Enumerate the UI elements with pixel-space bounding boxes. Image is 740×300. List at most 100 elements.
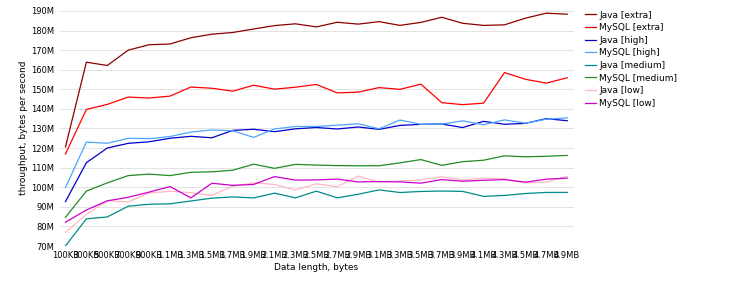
- MySQL [medium]: [563, 154, 572, 157]
- MySQL [medium]: [354, 164, 363, 168]
- MySQL [extra]: [249, 83, 258, 87]
- MySQL [low]: [480, 178, 488, 182]
- MySQL [high]: [124, 136, 132, 140]
- MySQL [high]: [291, 125, 300, 128]
- X-axis label: Data length, bytes: Data length, bytes: [275, 262, 358, 272]
- Java [extra]: [82, 60, 91, 64]
- Java [high]: [124, 142, 132, 145]
- MySQL [medium]: [437, 164, 446, 167]
- Java [low]: [186, 191, 195, 194]
- MySQL [extra]: [458, 103, 467, 106]
- MySQL [extra]: [396, 88, 405, 91]
- Java [extra]: [480, 24, 488, 27]
- Java [high]: [417, 122, 425, 126]
- Java [medium]: [542, 190, 551, 194]
- MySQL [high]: [333, 123, 342, 127]
- Java [medium]: [186, 199, 195, 203]
- Java [extra]: [291, 22, 300, 26]
- Java [medium]: [228, 195, 237, 199]
- Line: Java [high]: Java [high]: [65, 118, 568, 202]
- Java [high]: [228, 129, 237, 132]
- Java [medium]: [500, 194, 509, 197]
- MySQL [low]: [437, 178, 446, 181]
- MySQL [medium]: [166, 174, 175, 177]
- Java [medium]: [333, 196, 342, 200]
- MySQL [high]: [207, 128, 216, 132]
- MySQL [medium]: [374, 164, 383, 167]
- MySQL [medium]: [249, 162, 258, 166]
- Java [extra]: [500, 23, 509, 27]
- Java [high]: [458, 126, 467, 129]
- Java [low]: [291, 188, 300, 192]
- Java [medium]: [291, 196, 300, 200]
- MySQL [medium]: [291, 163, 300, 166]
- MySQL [extra]: [270, 87, 279, 91]
- Java [high]: [207, 136, 216, 140]
- Java [extra]: [124, 48, 132, 52]
- Java [extra]: [333, 20, 342, 24]
- MySQL [low]: [374, 180, 383, 183]
- MySQL [extra]: [374, 86, 383, 89]
- MySQL [low]: [144, 190, 153, 194]
- Java [low]: [396, 179, 405, 183]
- Java [low]: [124, 200, 132, 204]
- Java [low]: [249, 181, 258, 184]
- Y-axis label: throughput, bytes per second: throughput, bytes per second: [19, 60, 28, 195]
- Java [high]: [144, 140, 153, 144]
- MySQL [extra]: [437, 101, 446, 104]
- Java [extra]: [396, 24, 405, 27]
- MySQL [medium]: [61, 215, 70, 219]
- Java [low]: [207, 194, 216, 197]
- MySQL [extra]: [354, 90, 363, 94]
- Java [extra]: [437, 16, 446, 19]
- Java [low]: [458, 178, 467, 182]
- Java [low]: [521, 181, 530, 185]
- Java [extra]: [542, 11, 551, 15]
- MySQL [extra]: [312, 82, 320, 86]
- MySQL [extra]: [61, 152, 70, 156]
- MySQL [medium]: [207, 170, 216, 174]
- MySQL [low]: [458, 179, 467, 183]
- MySQL [high]: [144, 137, 153, 140]
- MySQL [low]: [291, 178, 300, 182]
- MySQL [high]: [480, 123, 488, 127]
- Java [low]: [437, 175, 446, 178]
- Java [high]: [82, 161, 91, 164]
- MySQL [medium]: [312, 163, 320, 167]
- Java [medium]: [82, 217, 91, 220]
- Java [medium]: [124, 204, 132, 208]
- MySQL [medium]: [270, 167, 279, 170]
- MySQL [extra]: [500, 71, 509, 74]
- Java [high]: [249, 128, 258, 131]
- Java [extra]: [417, 21, 425, 24]
- Java [low]: [166, 190, 175, 193]
- MySQL [low]: [103, 199, 112, 202]
- Java [low]: [354, 174, 363, 178]
- MySQL [medium]: [500, 154, 509, 158]
- MySQL [medium]: [103, 181, 112, 185]
- MySQL [low]: [563, 176, 572, 180]
- Java [low]: [500, 177, 509, 181]
- MySQL [low]: [354, 180, 363, 184]
- MySQL [low]: [124, 196, 132, 199]
- MySQL [medium]: [521, 155, 530, 159]
- Line: Java [low]: Java [low]: [65, 176, 568, 232]
- Java [high]: [270, 130, 279, 134]
- Java [extra]: [249, 27, 258, 31]
- Java [high]: [291, 127, 300, 130]
- Line: MySQL [high]: MySQL [high]: [65, 118, 568, 188]
- Java [low]: [144, 191, 153, 195]
- MySQL [extra]: [186, 85, 195, 89]
- MySQL [high]: [500, 118, 509, 122]
- MySQL [high]: [249, 136, 258, 139]
- Java [extra]: [186, 36, 195, 40]
- Java [high]: [563, 119, 572, 122]
- MySQL [low]: [249, 183, 258, 186]
- Java [high]: [396, 124, 405, 127]
- MySQL [extra]: [563, 76, 572, 80]
- Java [high]: [437, 122, 446, 126]
- MySQL [low]: [270, 175, 279, 178]
- MySQL [extra]: [542, 81, 551, 85]
- Java [low]: [61, 231, 70, 234]
- Java [medium]: [458, 190, 467, 193]
